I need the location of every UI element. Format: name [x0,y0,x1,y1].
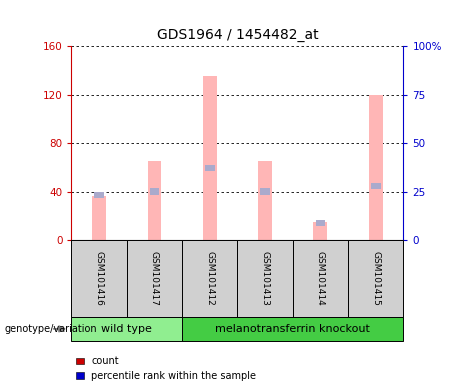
Bar [205,165,214,171]
Bar [260,189,270,195]
Bar [315,220,325,225]
Text: melanotransferrin knockout: melanotransferrin knockout [215,324,370,334]
Bar [203,76,217,240]
Text: wild type: wild type [101,324,152,334]
Bar [148,161,161,240]
Text: GSM101415: GSM101415 [371,251,380,306]
Bar [149,189,160,195]
Title: GDS1964 / 1454482_at: GDS1964 / 1454482_at [157,28,318,42]
Bar [369,94,383,240]
Text: count: count [91,356,119,366]
Text: GSM101412: GSM101412 [205,251,214,306]
Bar [371,183,380,189]
Bar [94,192,104,199]
Text: genotype/variation: genotype/variation [5,324,97,334]
Text: GSM101416: GSM101416 [95,251,104,306]
Text: percentile rank within the sample: percentile rank within the sample [91,371,256,381]
Bar [258,161,272,240]
Text: GSM101417: GSM101417 [150,251,159,306]
Text: GSM101413: GSM101413 [260,251,270,306]
Text: GSM101414: GSM101414 [316,251,325,306]
Bar [92,196,106,240]
Bar [313,222,327,240]
